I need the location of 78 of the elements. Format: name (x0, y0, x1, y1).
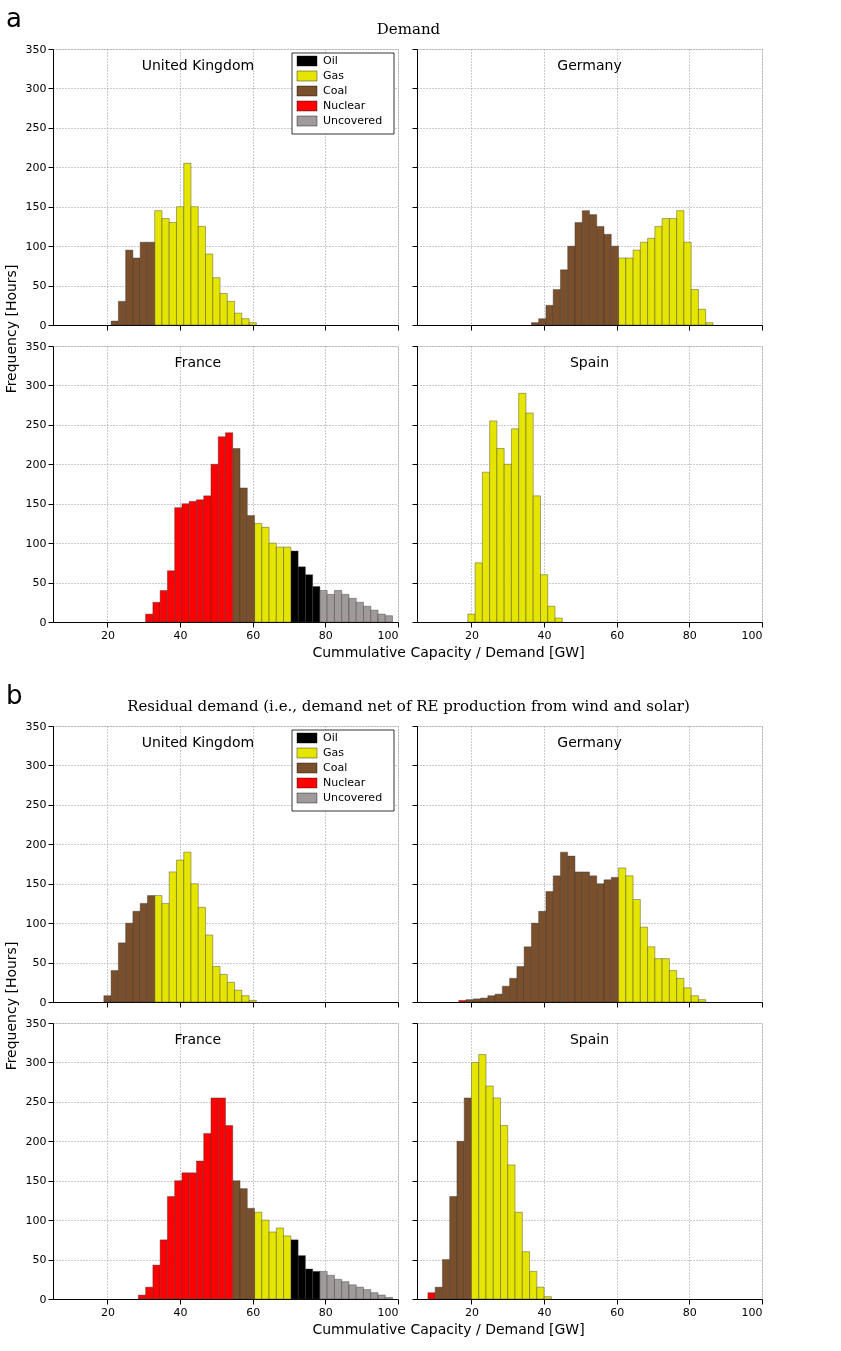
x-tick-label: 20 (100, 628, 115, 642)
y-tick-label: 150 (25, 877, 47, 891)
legend-label: Gas (323, 746, 345, 759)
y-tick-label: 350 (25, 339, 47, 353)
x-tick-label: 60 (610, 628, 625, 642)
x-axis-title: Cummulative Capacity / Demand [GW] (312, 1321, 585, 1337)
y-tick-label: 0 (39, 615, 47, 629)
x-tick-label: 40 (173, 1305, 188, 1319)
y-tick-label: 50 (32, 956, 47, 970)
x-tick-label: 40 (173, 628, 188, 642)
legend-label: Gas (323, 69, 345, 82)
y-tick-label: 200 (25, 160, 47, 174)
y-tick-label: 200 (25, 457, 47, 471)
y-tick-label: 50 (32, 279, 47, 293)
legend-label: Oil (323, 54, 338, 67)
x-tick-label: 60 (246, 1305, 261, 1319)
text: Spain (569, 354, 610, 370)
y-tick-label: 100 (25, 1213, 47, 1227)
y-tick-label: 250 (25, 121, 47, 135)
legend-label: Uncovered (323, 114, 383, 127)
y-tick-label: 250 (25, 798, 47, 812)
x-tick-label: 80 (682, 1305, 697, 1319)
y-tick-label: 350 (25, 1016, 47, 1030)
y-tick-label: 50 (32, 1253, 47, 1267)
y-tick-label: 250 (25, 418, 47, 432)
y-tick-label: 100 (25, 916, 47, 930)
y-tick-label: 150 (25, 1174, 47, 1188)
y-tick-label: 0 (39, 1292, 47, 1306)
x-tick-label: 60 (246, 628, 261, 642)
legend-label: Nuclear (323, 776, 366, 789)
y-axis-title: Frequency [Hours] (3, 941, 19, 1071)
text: Germany (557, 734, 622, 750)
y-tick-label: 300 (25, 81, 47, 95)
x-tick-label: 100 (741, 628, 763, 642)
y-tick-label: 350 (25, 42, 47, 56)
y-tick-label: 250 (25, 1095, 47, 1109)
legend-label: Coal (323, 84, 348, 97)
y-tick-label: 300 (25, 378, 47, 392)
legend-label: Coal (323, 761, 348, 774)
y-tick-label: 100 (25, 536, 47, 550)
y-tick-label: 200 (25, 837, 47, 851)
x-tick-label: 100 (377, 628, 399, 642)
text: Residual demand (i.e., demand net of RE production from wind and solar) (127, 697, 690, 715)
text: b (6, 680, 23, 710)
text: a (6, 3, 22, 33)
y-tick-label: 300 (25, 1055, 47, 1069)
x-tick-label: 20 (464, 1305, 479, 1319)
text: France (174, 1031, 222, 1047)
y-tick-label: 200 (25, 1134, 47, 1148)
y-tick-label: 100 (25, 239, 47, 253)
text: Spain (569, 1031, 610, 1047)
y-tick-label: 0 (39, 318, 47, 332)
x-tick-label: 40 (537, 1305, 552, 1319)
y-tick-label: 50 (32, 576, 47, 590)
x-tick-label: 100 (377, 1305, 399, 1319)
legend-label: Uncovered (323, 791, 383, 804)
y-tick-label: 150 (25, 200, 47, 214)
text: United Kingdom (141, 734, 255, 750)
text: Germany (557, 57, 622, 73)
x-tick-label: 20 (464, 628, 479, 642)
y-tick-label: 0 (39, 995, 47, 1009)
x-tick-label: 40 (537, 628, 552, 642)
text: France (174, 354, 222, 370)
y-tick-label: 150 (25, 497, 47, 511)
legend-label: Nuclear (323, 99, 366, 112)
x-tick-label: 80 (318, 628, 333, 642)
x-tick-label: 80 (318, 1305, 333, 1319)
text: United Kingdom (141, 57, 255, 73)
x-tick-label: 100 (741, 1305, 763, 1319)
x-axis-title: Cummulative Capacity / Demand [GW] (312, 644, 585, 660)
x-tick-label: 80 (682, 628, 697, 642)
legend-label: Oil (323, 731, 338, 744)
x-tick-label: 60 (610, 1305, 625, 1319)
y-axis-title: Frequency [Hours] (3, 264, 19, 394)
x-tick-label: 20 (100, 1305, 115, 1319)
y-tick-label: 350 (25, 719, 47, 733)
text: Demand (376, 20, 441, 38)
y-tick-label: 300 (25, 758, 47, 772)
